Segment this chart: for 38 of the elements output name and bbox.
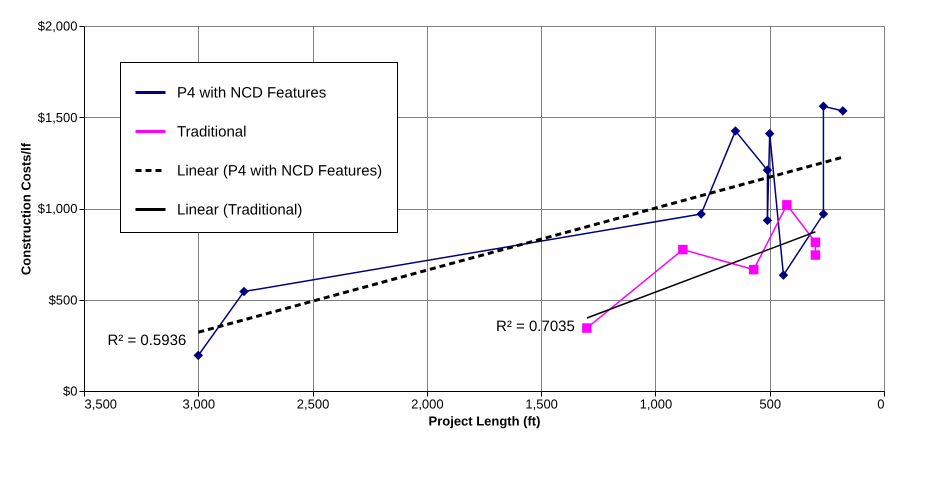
- x-tick-label: 0: [877, 396, 884, 412]
- point: [782, 200, 792, 210]
- point: [762, 165, 772, 175]
- x-tick-label: 3,000: [182, 396, 216, 412]
- y-tick-label: $500: [48, 292, 78, 308]
- point: [194, 350, 204, 360]
- x-tick-label: 2,500: [296, 396, 330, 412]
- point: [764, 128, 774, 138]
- point: [582, 323, 592, 333]
- legend-label: P4 with NCD Features: [177, 84, 326, 102]
- x-tick-label: 1,000: [640, 396, 672, 412]
- x-tick-label: 1,500: [525, 396, 558, 412]
- point: [730, 126, 740, 136]
- legend-label: Linear (P4 with NCD Features): [177, 162, 382, 180]
- point: [810, 250, 820, 260]
- y-tick-label: $2,000: [38, 18, 78, 34]
- legend-label: Linear (Traditional): [177, 202, 302, 218]
- y-tick-label: $1,000: [38, 201, 78, 216]
- point: [239, 286, 249, 296]
- point: [810, 238, 820, 248]
- point: [818, 102, 828, 112]
- point: [696, 209, 706, 219]
- annotation: R² = 0.5936: [107, 332, 186, 350]
- x-tick-label: 500: [759, 396, 782, 412]
- y-tick-label: $1,500: [38, 110, 78, 125]
- y-axis-title: Construction Costs/lf: [18, 142, 34, 276]
- point: [778, 270, 788, 280]
- point: [762, 216, 772, 226]
- x-tick-label: 2,000: [411, 396, 444, 412]
- x-tick-label: 3,500: [84, 396, 118, 412]
- legend-label: Traditional: [177, 124, 246, 140]
- point: [748, 264, 758, 274]
- point: [838, 106, 848, 116]
- x-axis-title: Project Length (ft): [428, 414, 540, 428]
- point: [678, 244, 688, 254]
- y-tick-label: $0: [63, 384, 78, 398]
- annotation: R² = 0.7035: [496, 318, 575, 335]
- point: [818, 209, 828, 219]
